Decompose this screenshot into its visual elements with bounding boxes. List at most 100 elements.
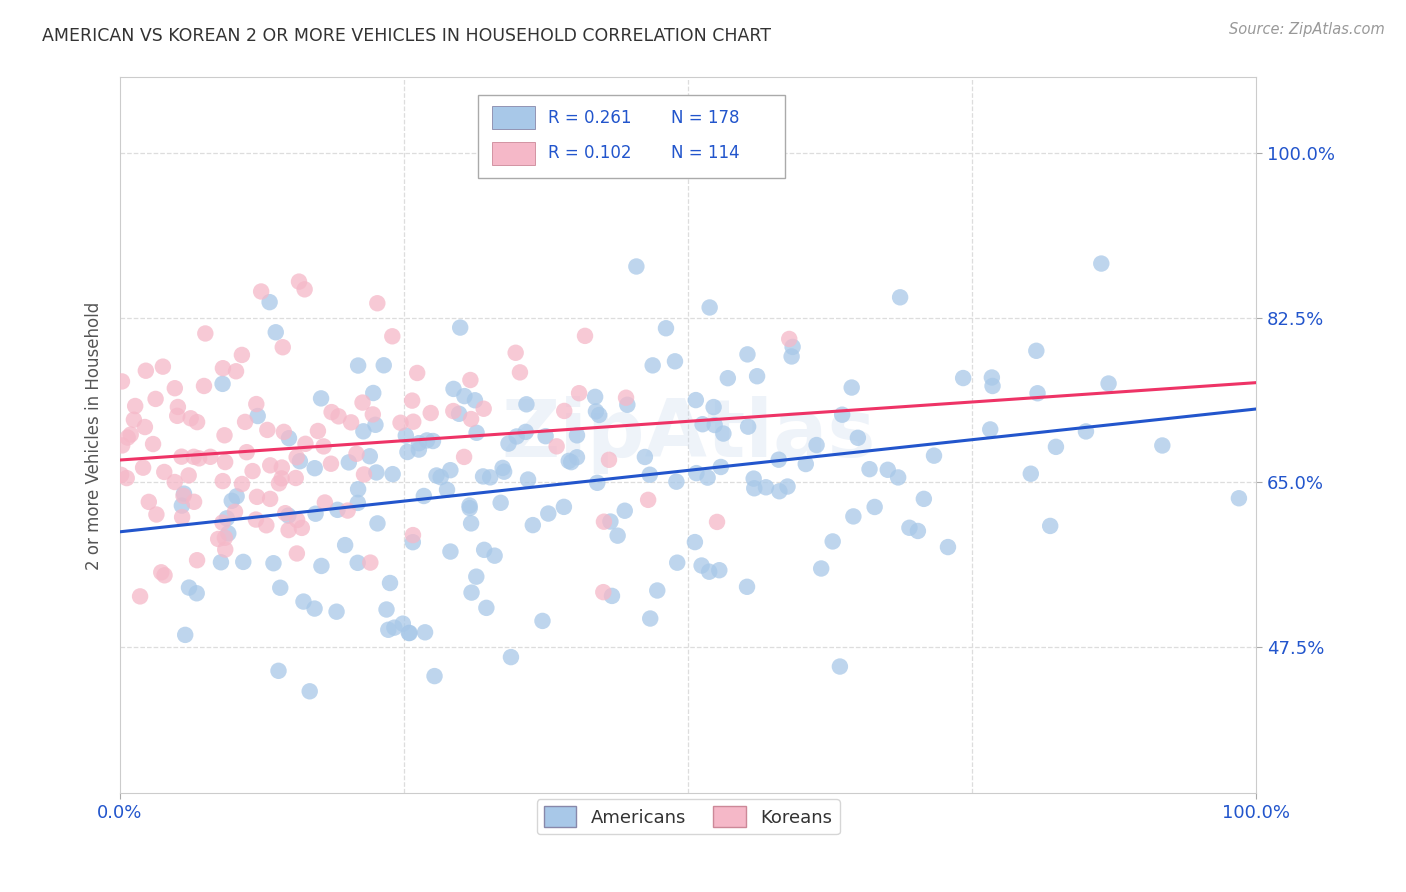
Point [465,425,488,440]
Point [907,524,929,538]
Point [491,461,513,475]
Point [794,457,817,471]
Point [285,450,308,465]
Point [366,516,388,531]
Point [245,397,267,411]
Point [406,366,429,380]
Point [401,393,423,408]
Point [568,386,591,401]
Point [311,558,333,573]
Point [735,580,758,594]
Point [898,521,921,535]
Point [439,463,461,477]
Point [558,454,581,468]
Point [292,594,315,608]
Point [150,566,173,580]
Point [207,532,229,546]
Point [553,500,575,514]
Point [180,411,202,425]
Text: R = 0.102: R = 0.102 [548,145,631,162]
Point [592,585,614,599]
Point [377,623,399,637]
Point [232,555,254,569]
Point [152,359,174,374]
Point [806,438,828,452]
Point [531,614,554,628]
Point [221,493,243,508]
Point [245,512,267,526]
Point [460,516,482,531]
Point [1039,519,1062,533]
Point [325,605,347,619]
Point [645,583,668,598]
Point [214,455,236,469]
Point [745,369,768,384]
Point [638,467,661,482]
Point [821,534,844,549]
Point [858,462,880,476]
Point [217,526,239,541]
Point [465,569,488,583]
Point [439,544,461,558]
Point [110,467,132,482]
Point [546,439,568,453]
Point [321,405,343,419]
Point [277,523,299,537]
Text: R = 0.261: R = 0.261 [548,109,631,127]
Point [441,404,464,418]
Point [412,489,434,503]
Y-axis label: 2 or more Vehicles in Household: 2 or more Vehicles in Household [86,301,103,569]
Point [285,546,308,560]
Point [685,466,707,480]
Point [267,664,290,678]
Point [1097,376,1119,391]
Point [211,516,233,530]
Point [294,282,316,296]
Point [683,535,706,549]
Point [271,340,294,354]
Point [138,495,160,509]
Point [710,460,733,475]
Point [389,416,412,430]
Point [396,445,419,459]
Point [460,585,482,599]
Point [225,364,247,378]
Point [319,457,342,471]
Point [314,495,336,509]
Point [425,468,447,483]
Point [655,321,678,335]
Point [499,650,522,665]
Point [737,419,759,434]
Point [560,455,582,469]
Point [472,469,495,483]
Point [922,449,945,463]
Point [142,437,165,451]
Point [537,507,560,521]
Point [626,260,648,274]
Point [212,361,235,376]
Point [298,684,321,698]
Point [120,427,142,442]
Point [200,450,222,464]
Point [173,489,195,503]
Point [246,490,269,504]
Text: N = 178: N = 178 [671,109,740,127]
Point [613,504,636,518]
Point [737,347,759,361]
Point [194,326,217,341]
Point [256,423,278,437]
Point [288,454,311,468]
Point [347,359,370,373]
Point [134,420,156,434]
Point [664,354,686,368]
Text: AMERICAN VS KOREAN 2 OR MORE VEHICLES IN HOUSEHOLD CORRELATION CHART: AMERICAN VS KOREAN 2 OR MORE VEHICLES IN… [42,27,770,45]
Point [522,518,544,533]
Point [876,463,898,477]
Bar [492,142,534,165]
Point [186,553,208,567]
Point [209,555,232,569]
Point [599,515,621,529]
Point [115,471,138,485]
Point [449,407,471,421]
Point [846,431,869,445]
